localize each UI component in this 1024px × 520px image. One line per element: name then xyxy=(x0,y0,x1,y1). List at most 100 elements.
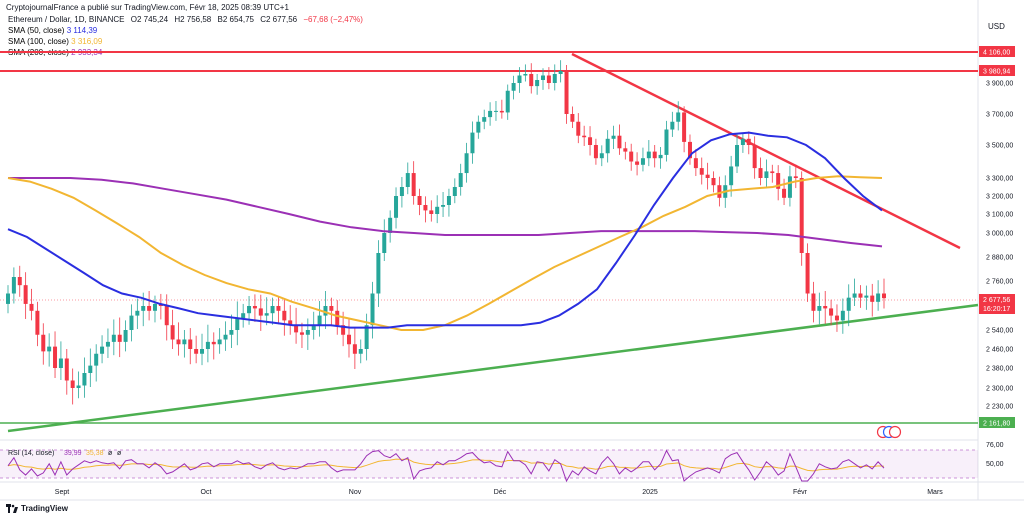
candle-body[interactable] xyxy=(100,346,105,354)
candle-body[interactable] xyxy=(764,171,769,178)
candle-body[interactable] xyxy=(217,339,222,345)
candle-body[interactable] xyxy=(47,346,52,352)
candle-body[interactable] xyxy=(717,185,722,198)
brand-footer[interactable]: TradingView xyxy=(6,504,68,513)
candle-body[interactable] xyxy=(882,293,886,299)
candle-body[interactable] xyxy=(823,306,828,309)
candle-body[interactable] xyxy=(341,325,346,335)
candle-body[interactable] xyxy=(840,310,845,321)
candle-body[interactable] xyxy=(82,373,87,386)
candle-body[interactable] xyxy=(599,153,604,159)
sma50-line[interactable] xyxy=(7,131,883,329)
candle-body[interactable] xyxy=(29,303,34,311)
rsi-label[interactable]: RSI (14, close) xyxy=(8,450,54,457)
candle-body[interactable] xyxy=(488,110,493,118)
price-scale[interactable]: 4 100,003 900,003 700,003 500,003 300,00… xyxy=(986,51,1013,411)
candle-body[interactable] xyxy=(564,71,569,114)
candle-body[interactable] xyxy=(235,318,240,330)
candle-body[interactable] xyxy=(417,196,422,205)
candle-body[interactable] xyxy=(735,145,740,167)
candle-body[interactable] xyxy=(640,158,645,165)
candle-body[interactable] xyxy=(117,334,122,342)
candle-body[interactable] xyxy=(182,339,187,345)
candle-body[interactable] xyxy=(23,285,28,304)
candle-body[interactable] xyxy=(793,176,798,178)
candle-body[interactable] xyxy=(200,349,205,354)
candle-body[interactable] xyxy=(129,315,134,330)
candle-body[interactable] xyxy=(388,217,393,233)
candle-body[interactable] xyxy=(799,178,804,253)
candle-body[interactable] xyxy=(505,90,510,113)
candle-body[interactable] xyxy=(464,153,469,174)
candle-body[interactable] xyxy=(376,253,381,294)
event-flags-icon[interactable] xyxy=(876,425,902,439)
candle-body[interactable] xyxy=(541,75,546,81)
candle-body[interactable] xyxy=(658,154,663,159)
candle-body[interactable] xyxy=(211,341,216,345)
candle-body[interactable] xyxy=(294,325,299,333)
candle-body[interactable] xyxy=(170,325,175,340)
candle-body[interactable] xyxy=(64,358,69,381)
candle-body[interactable] xyxy=(693,158,698,169)
candle-body[interactable] xyxy=(829,308,834,316)
candle-body[interactable] xyxy=(394,196,399,218)
candle-body[interactable] xyxy=(711,178,716,186)
candle-body[interactable] xyxy=(852,293,857,298)
candle-body[interactable] xyxy=(205,341,210,349)
candle-body[interactable] xyxy=(435,206,440,214)
candle-body[interactable] xyxy=(123,330,128,342)
candle-body[interactable] xyxy=(370,293,375,326)
candle-body[interactable] xyxy=(335,310,340,326)
candle-body[interactable] xyxy=(611,135,616,139)
candle-body[interactable] xyxy=(699,168,704,175)
candle-body[interactable] xyxy=(834,315,839,321)
candle-body[interactable] xyxy=(299,332,304,335)
candle-body[interactable] xyxy=(635,161,640,165)
candle-body[interactable] xyxy=(270,306,275,314)
candle-body[interactable] xyxy=(446,196,451,205)
candle-body[interactable] xyxy=(399,187,404,196)
candle-body[interactable] xyxy=(676,112,681,122)
candle-body[interactable] xyxy=(582,135,587,138)
candle-body[interactable] xyxy=(441,205,446,207)
candle-body[interactable] xyxy=(6,293,10,304)
candle-body[interactable] xyxy=(58,358,63,369)
candle-body[interactable] xyxy=(782,188,787,198)
candle-body[interactable] xyxy=(352,344,357,354)
candle-body[interactable] xyxy=(746,138,751,145)
candle-body[interactable] xyxy=(770,171,775,174)
candle-body[interactable] xyxy=(141,306,146,311)
candle-body[interactable] xyxy=(535,80,540,87)
candle-body[interactable] xyxy=(382,233,387,253)
candle-body[interactable] xyxy=(17,277,22,286)
candle-body[interactable] xyxy=(94,353,99,366)
candle-body[interactable] xyxy=(147,306,152,311)
candle-body[interactable] xyxy=(282,310,287,321)
candle-body[interactable] xyxy=(311,325,316,330)
candle-body[interactable] xyxy=(247,306,252,314)
candle-body[interactable] xyxy=(164,306,169,326)
candle-body[interactable] xyxy=(811,293,816,311)
candle-body[interactable] xyxy=(223,334,228,340)
sma50-label[interactable]: SMA (50, close) xyxy=(8,26,65,35)
candle-body[interactable] xyxy=(305,330,310,335)
candle-body[interactable] xyxy=(623,148,628,152)
candle-body[interactable] xyxy=(529,74,534,87)
candle-body[interactable] xyxy=(323,306,328,316)
candle-body[interactable] xyxy=(652,151,657,159)
candle-body[interactable] xyxy=(682,112,687,142)
candle-body[interactable] xyxy=(470,132,475,154)
candle-body[interactable] xyxy=(617,135,622,149)
candle-body[interactable] xyxy=(423,205,428,211)
candle-body[interactable] xyxy=(588,137,593,145)
candle-body[interactable] xyxy=(194,349,199,354)
candle-body[interactable] xyxy=(552,74,557,83)
candle-body[interactable] xyxy=(452,187,457,196)
candle-body[interactable] xyxy=(729,166,734,186)
candle-body[interactable] xyxy=(358,349,363,354)
candle-body[interactable] xyxy=(264,313,269,316)
candle-body[interactable] xyxy=(76,385,81,389)
candle-body[interactable] xyxy=(41,334,46,352)
candle-body[interactable] xyxy=(864,295,869,298)
